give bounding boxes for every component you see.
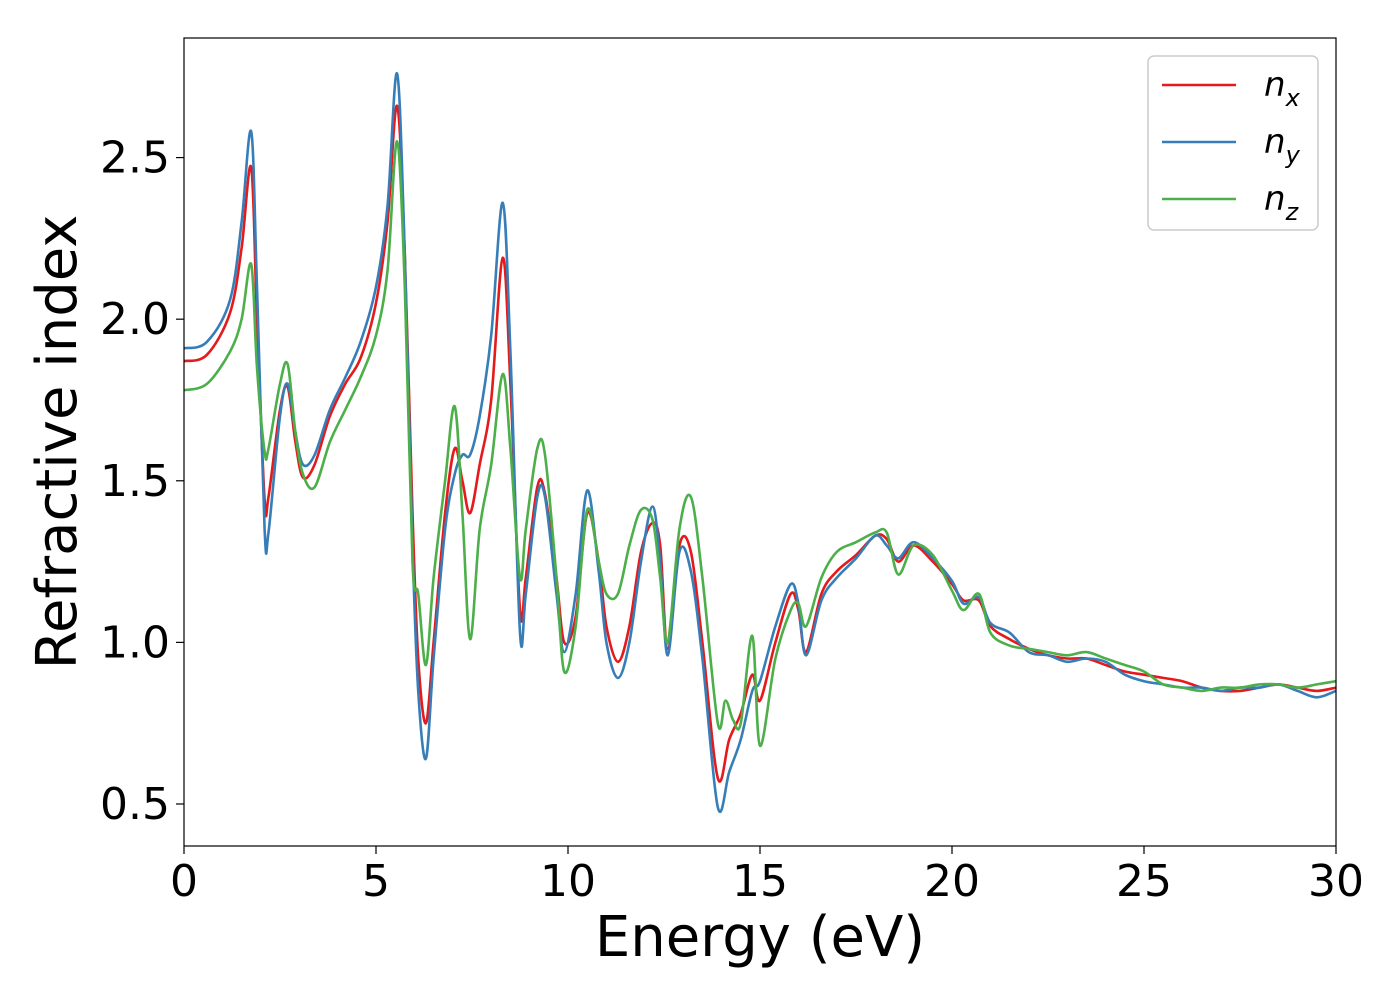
- legend-label-base: n: [1264, 179, 1286, 219]
- y-tick-label: 0.5: [100, 779, 170, 830]
- y-tick-label: 1.5: [100, 456, 170, 507]
- y-tick-label: 2.0: [100, 294, 170, 345]
- curves-group: [183, 72, 1337, 813]
- x-axis: 0 5 10 15 20 25 30: [170, 846, 1364, 907]
- x-tick-label: 30: [1308, 856, 1364, 907]
- legend-label-subscript: y: [1285, 141, 1301, 169]
- legend-label-nx: nx: [1264, 65, 1301, 112]
- legend-label-nz: nz: [1264, 179, 1300, 226]
- x-tick-label: 10: [540, 856, 596, 907]
- y-axis: 0.5 1.0 1.5 2.0 2.5: [100, 133, 184, 830]
- y-axis-label: Refractive index: [25, 215, 90, 670]
- plot-area: [184, 38, 1336, 846]
- legend-label-base: n: [1264, 122, 1286, 162]
- legend-label-subscript: x: [1285, 84, 1301, 112]
- x-tick-label: 0: [170, 856, 198, 907]
- x-tick-label: 5: [362, 856, 390, 907]
- x-tick-label: 15: [732, 856, 788, 907]
- legend-label-ny: ny: [1264, 122, 1301, 169]
- series-line-ny: [183, 72, 1337, 813]
- series-line-nz: [183, 140, 1337, 748]
- y-tick-label: 2.5: [100, 133, 170, 184]
- x-axis-label: Energy (eV): [595, 905, 925, 970]
- x-tick-label: 20: [924, 856, 980, 907]
- legend-label-subscript: z: [1285, 198, 1300, 226]
- legend-label-base: n: [1264, 65, 1286, 105]
- x-tick-label: 25: [1116, 856, 1172, 907]
- y-tick-label: 1.0: [100, 617, 170, 668]
